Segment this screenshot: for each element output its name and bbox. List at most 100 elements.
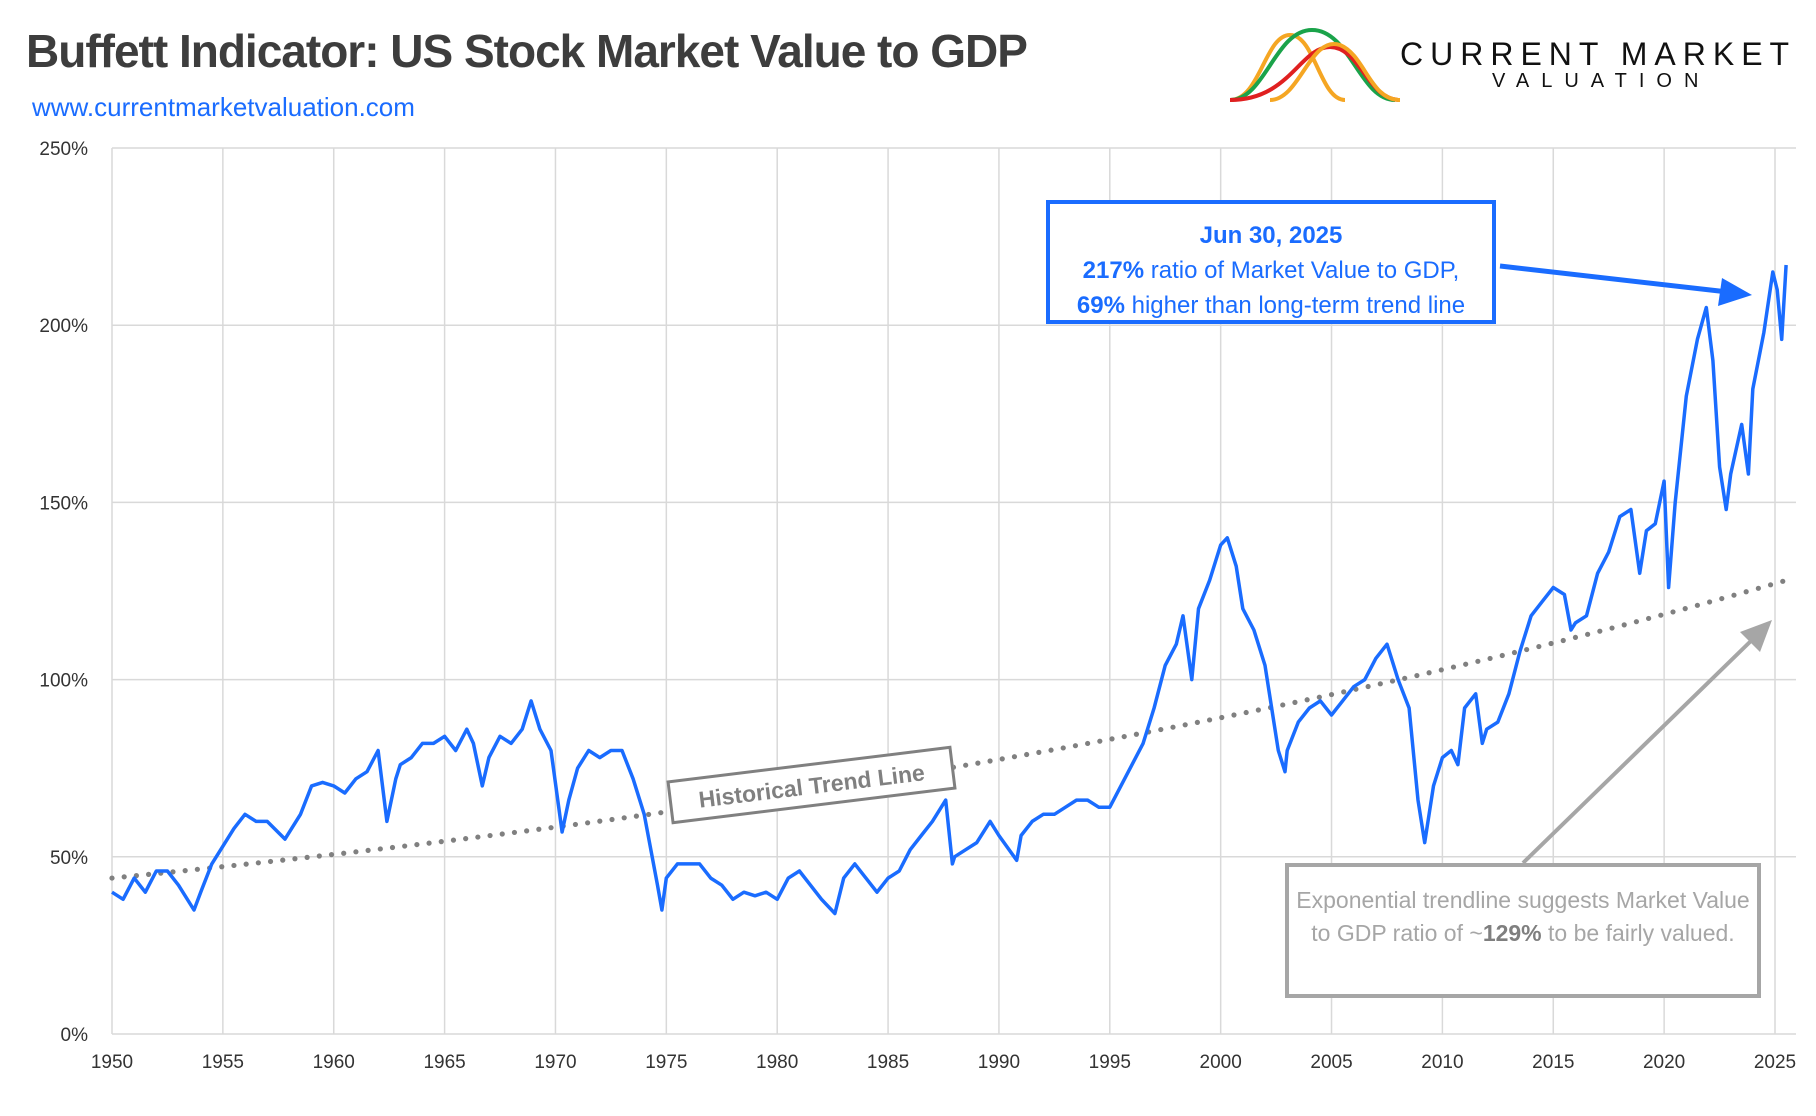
trendline-dot (1524, 646, 1530, 653)
callout-pct: 217% (1082, 257, 1145, 284)
y-tick-label: 100% (39, 671, 88, 692)
trendline-dot (365, 847, 371, 853)
trendline-dot (499, 831, 505, 837)
y-tick-label: 150% (39, 493, 88, 514)
x-tick-label: 2005 (1310, 1052, 1352, 1073)
trendline-dot (1024, 751, 1030, 758)
trendline-dot (1280, 702, 1286, 708)
trendline-dot (1036, 749, 1042, 755)
callout-text1: ratio of Market Value to GDP, (1144, 257, 1460, 284)
trendline-dot (1072, 743, 1079, 749)
trendline-dot (1304, 697, 1310, 703)
trendline-dot (1731, 592, 1737, 598)
trendline-dot (1328, 691, 1335, 698)
trendline-dot (548, 825, 554, 831)
trendline-dot (645, 811, 652, 818)
fair-text1: Exponential trendline suggests Market Va… (1296, 887, 1750, 946)
trendline-dot (511, 829, 518, 836)
trendline-dot (1487, 655, 1493, 662)
trendline-dot (1206, 717, 1213, 723)
trendline-dot (1085, 740, 1091, 747)
trendline-dot (219, 864, 225, 870)
trendline-dot (1463, 661, 1469, 667)
trendline-dot (1389, 678, 1396, 684)
callout-pct2: 69% (1076, 292, 1125, 319)
trendline-dot (1365, 683, 1371, 690)
trendline-dot (1499, 652, 1505, 659)
trendline-dot (1414, 672, 1420, 679)
x-tick-label: 1990 (978, 1052, 1020, 1073)
website-link[interactable]: www.currentmarketvaluation.com (32, 92, 415, 122)
logo-icon (1229, 27, 1401, 102)
x-tick-label: 1985 (867, 1052, 909, 1073)
trendline-dot (1597, 628, 1603, 634)
trendline-dot (1767, 582, 1774, 588)
latest-value-callout: Jun 30, 2025 217% ratio of Market Value … (1046, 200, 1496, 324)
trendline-dot (1633, 619, 1640, 625)
trendline-dot (1316, 694, 1322, 700)
trendline-dot (1170, 724, 1176, 730)
trendline-dot (1255, 707, 1261, 713)
trendline-dot (1060, 745, 1066, 751)
trendline-dot (1585, 631, 1591, 637)
trendline-dot (304, 854, 310, 860)
trendline-dot (267, 858, 274, 865)
x-tick-label: 1965 (423, 1052, 465, 1073)
x-tick-label: 1970 (534, 1052, 576, 1073)
logo-subtext: VALUATION (1492, 70, 1711, 92)
trendline-dot (1097, 738, 1103, 744)
trendline-dot (1426, 670, 1432, 676)
trendline-dot (1377, 681, 1383, 687)
logo-text: CURRENT MARKET (1400, 36, 1797, 72)
fair-value-note: Exponential trendline suggests Market Va… (1285, 863, 1761, 998)
callout-text2: higher than long-term trend line (1124, 292, 1466, 319)
x-tick-label: 1950 (91, 1052, 133, 1073)
x-tick-label: 2000 (1200, 1052, 1242, 1073)
trendline-dot (463, 836, 469, 842)
trendline-dot (328, 852, 335, 858)
x-tick-label: 1960 (313, 1052, 355, 1073)
trendline-dot (1609, 625, 1615, 631)
trendline-dot (292, 856, 298, 862)
x-tick-label: 1955 (202, 1052, 244, 1073)
fair-value-arrow (1521, 620, 1772, 865)
x-tick-label: 1975 (645, 1052, 687, 1073)
trendline-dot (1158, 726, 1164, 733)
callout-date: Jun 30, 2025 (1199, 222, 1343, 249)
trendline-dot (1572, 634, 1579, 641)
trendline-dot (1621, 622, 1627, 628)
trendline-dot (621, 815, 627, 821)
trendline-dot (243, 861, 249, 867)
trendline-dot (414, 841, 420, 848)
trendline-dot (182, 868, 188, 874)
trendline-dot (280, 857, 286, 863)
trendline-dot (987, 758, 993, 764)
trendline-dot (316, 853, 322, 859)
trendline-dot (1780, 578, 1786, 584)
trendline-dot (426, 840, 432, 846)
trendline-dot (975, 760, 981, 766)
trendline-dot (633, 813, 639, 819)
trendline-dot (194, 866, 200, 872)
trendline-dot (450, 837, 457, 843)
trendline-dot (1182, 722, 1188, 728)
page-title: Buffett Indicator: US Stock Market Value… (26, 25, 1028, 77)
x-tick-label: 2025 (1754, 1052, 1796, 1073)
x-tick-label: 2010 (1421, 1052, 1463, 1073)
x-tick-label: 2020 (1643, 1052, 1685, 1073)
trendline-dot (1048, 747, 1054, 753)
trendline-dot (1755, 585, 1761, 591)
trendline-dot (1743, 589, 1749, 595)
trendline-dot (438, 839, 444, 845)
y-tick-label: 0% (61, 1025, 89, 1046)
trendline-dot (402, 843, 408, 849)
x-tick-label: 1995 (1089, 1052, 1131, 1073)
trendline-dot (609, 816, 615, 823)
series-line-market-to-gdp (111, 264, 1788, 916)
x-tick-label: 2015 (1532, 1052, 1574, 1073)
trendline-dot (487, 832, 493, 839)
trendline-dot (121, 874, 127, 880)
trendline-dot (1231, 712, 1237, 718)
trendline-dot (353, 849, 359, 855)
trendline-dot (963, 762, 969, 768)
